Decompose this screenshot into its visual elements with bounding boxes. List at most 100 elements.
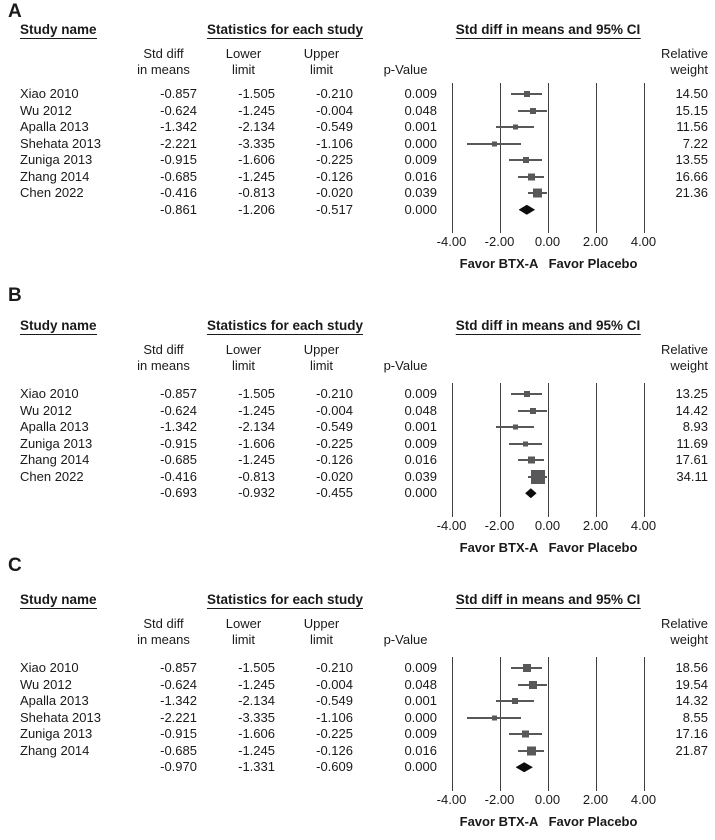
gridline bbox=[451, 83, 453, 233]
upper-limit-cell: -0.126 bbox=[316, 168, 353, 184]
weight-cell: 34.11 bbox=[676, 468, 708, 484]
p-value-cell: 0.016 bbox=[404, 168, 437, 184]
lower-limit-cell: -1.245 bbox=[238, 102, 275, 118]
gridline bbox=[547, 383, 549, 517]
upper-limit-cell: -0.126 bbox=[316, 742, 353, 758]
study-name-cell: Apalla 2013 bbox=[20, 119, 89, 134]
std-diff-column-header: Std diff in means bbox=[130, 46, 197, 78]
rows: Xiao 2010 -0.857 -1.505 -0.210 0.009 14.50 Wu … bbox=[0, 86, 715, 218]
upper-limit-column-header: Upper limit bbox=[290, 342, 353, 374]
effect-marker bbox=[512, 424, 518, 430]
weight-cell: 18.56 bbox=[675, 660, 708, 675]
lower-limit-cell: -1.505 bbox=[238, 660, 275, 675]
lower-limit-cell: -1.606 bbox=[238, 435, 275, 451]
relative-weight-column-header: Relative weight bbox=[650, 342, 708, 374]
effect-marker bbox=[491, 715, 497, 721]
favor-placebo-label: Favor Placebo bbox=[548, 813, 638, 829]
axis-row: -4.00 -2.00 0.00 2.00 4.00 bbox=[0, 792, 715, 807]
plot-cell bbox=[443, 103, 653, 120]
upper-header-line1: Upper bbox=[303, 616, 340, 631]
study-name-cell: Apalla 2013 bbox=[20, 693, 89, 708]
table-row: Wu 2012 -0.624 -1.245 -0.004 0.048 14.42 bbox=[0, 403, 715, 420]
study-name-cell: Wu 2012 bbox=[20, 676, 72, 692]
upper-limit-column-header: Upper limit bbox=[290, 616, 353, 648]
axis-tick-label: 0.00 bbox=[534, 791, 561, 807]
table-row: Xiao 2010 -0.857 -1.505 -0.210 0.009 13.25 bbox=[0, 386, 715, 403]
table-row: Zuniga 2013 -0.915 -1.606 -0.225 0.009 11.69 bbox=[0, 436, 715, 453]
study-name-cell: Chen 2022 bbox=[20, 185, 84, 200]
upper-limit-cell: -0.020 bbox=[316, 468, 353, 484]
rows-wrap: Xiao 2010 -0.857 -1.505 -0.210 0.009 18.56 Wu … bbox=[0, 657, 715, 791]
p-value-cell: 0.009 bbox=[404, 435, 437, 451]
p-value-column-header: p-Value bbox=[383, 62, 428, 77]
plot-cell bbox=[443, 202, 653, 219]
axis-tick-label: -2.00 bbox=[484, 791, 515, 807]
plot-cell bbox=[443, 169, 653, 186]
weight-cell: 14.32 bbox=[675, 693, 708, 708]
p-value-column-header: p-Value bbox=[383, 632, 428, 647]
p-value-cell: 0.001 bbox=[404, 419, 437, 434]
weight-cell: 15.15 bbox=[675, 102, 708, 118]
lower-limit-cell: -2.134 bbox=[238, 693, 275, 708]
gridline bbox=[499, 83, 501, 233]
weight-cell: 21.87 bbox=[675, 742, 708, 758]
axis-tick-label: -4.00 bbox=[436, 791, 467, 807]
relative-weight-column-header: Relative weight bbox=[650, 616, 708, 648]
upper-limit-cell: -1.106 bbox=[316, 709, 353, 725]
p-value-cell: 0.001 bbox=[404, 119, 437, 134]
plot-cell bbox=[443, 152, 653, 169]
effect-marker bbox=[523, 391, 530, 398]
weight-cell: 8.93 bbox=[682, 419, 708, 434]
std-diff-cell: -0.970 bbox=[160, 759, 197, 774]
plot-gridlines bbox=[443, 383, 653, 517]
std-diff-cell: -0.857 bbox=[160, 386, 197, 401]
plot-cell bbox=[443, 403, 653, 420]
lower-limit-cell: -1.505 bbox=[238, 386, 275, 401]
p-value-cell: 0.009 bbox=[404, 386, 437, 401]
rows: Xiao 2010 -0.857 -1.505 -0.210 0.009 13.25 Wu … bbox=[0, 386, 715, 502]
table-row: Apalla 2013 -1.342 -2.134 -0.549 0.001 11.56 bbox=[0, 119, 715, 136]
effect-marker bbox=[523, 441, 529, 447]
effect-marker bbox=[529, 107, 536, 114]
lower-limit-cell: -1.245 bbox=[238, 168, 275, 184]
weight-cell: 8.55 bbox=[682, 709, 708, 725]
study-name-cell: Zuniga 2013 bbox=[20, 152, 93, 167]
upper-limit-cell: -0.210 bbox=[316, 660, 353, 675]
plot-cell bbox=[443, 386, 653, 403]
gridline bbox=[595, 83, 597, 233]
upper-limit-cell: -0.517 bbox=[316, 201, 353, 217]
upper-limit-cell: -0.225 bbox=[316, 435, 353, 451]
relative-weight-column-header: Relative weight bbox=[650, 46, 708, 78]
summary-row: -0.693 -0.932 -0.455 0.000 bbox=[0, 485, 715, 502]
std-diff-header-line2: in means bbox=[137, 62, 190, 77]
std-diff-header-line2: in means bbox=[137, 632, 190, 647]
gridline bbox=[643, 383, 645, 517]
std-diff-cell: -0.857 bbox=[160, 86, 197, 101]
effect-marker bbox=[512, 124, 518, 130]
lower-limit-cell: -1.331 bbox=[238, 759, 275, 774]
subheader-row: Std diff in means Lower limit Upper limit p… bbox=[0, 342, 715, 374]
std-diff-cell: -0.693 bbox=[160, 485, 197, 500]
study-name-header: Study name bbox=[20, 318, 97, 335]
effect-marker bbox=[526, 746, 536, 756]
std-diff-header-line1: Std diff bbox=[143, 616, 184, 631]
lower-limit-cell: -1.606 bbox=[238, 152, 275, 167]
upper-limit-cell: -0.004 bbox=[316, 676, 353, 692]
lower-limit-cell: -1.245 bbox=[238, 452, 275, 467]
weight-header-line1: Relative bbox=[661, 616, 708, 631]
plot-cell bbox=[443, 452, 653, 469]
weight-header-line1: Relative bbox=[661, 342, 708, 357]
lower-limit-column-header: Lower limit bbox=[212, 46, 275, 78]
std-diff-cell: -1.342 bbox=[160, 419, 197, 434]
effect-marker bbox=[522, 664, 531, 673]
weight-header-line2: weight bbox=[670, 358, 708, 373]
std-diff-header-line1: Std diff bbox=[143, 342, 184, 357]
table-row: Zuniga 2013 -0.915 -1.606 -0.225 0.009 13.55 bbox=[0, 152, 715, 169]
axis-tick-label: -4.00 bbox=[436, 517, 467, 533]
study-name-cell: Xiao 2010 bbox=[20, 86, 79, 101]
p-value-cell: 0.016 bbox=[404, 742, 437, 758]
ci-header: Std diff in means and 95% CI bbox=[455, 592, 641, 609]
plot-cell bbox=[443, 743, 653, 760]
p-value-cell: 0.000 bbox=[404, 759, 437, 774]
p-value-cell: 0.048 bbox=[404, 102, 437, 118]
